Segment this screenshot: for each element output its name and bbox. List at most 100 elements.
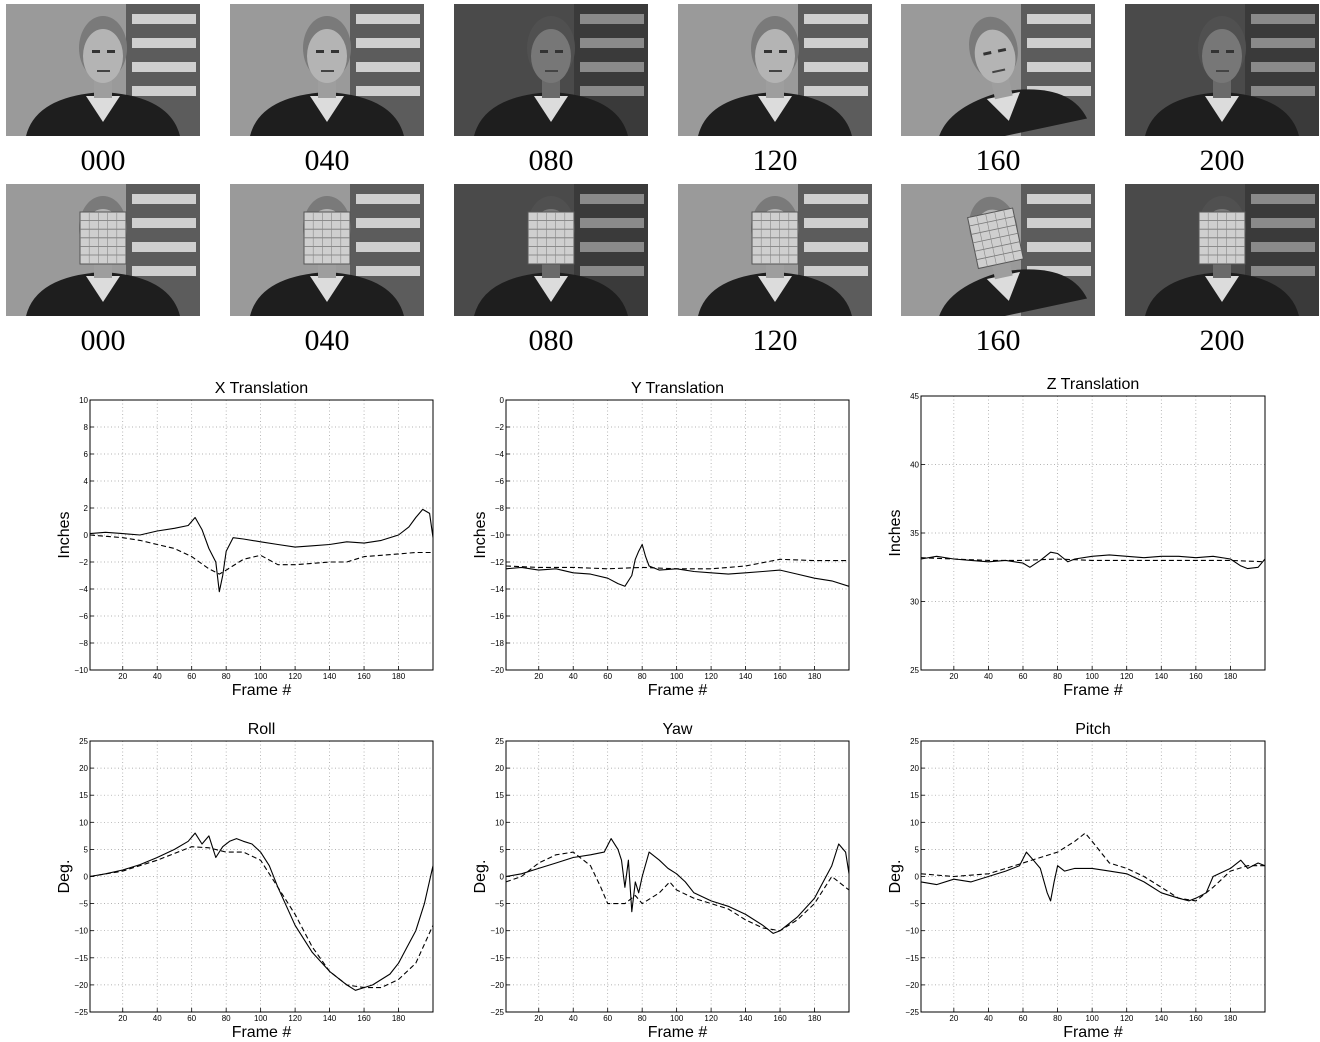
y-tick-label: −25 bbox=[490, 1008, 504, 1017]
series-line-solid bbox=[505, 838, 850, 934]
shelf-item bbox=[1027, 14, 1091, 24]
frame-number-label: 120 bbox=[752, 324, 798, 357]
frame-thumbnail-overlay bbox=[901, 184, 1095, 316]
y-tick-label: −10 bbox=[74, 927, 88, 936]
texture-grid-line bbox=[994, 211, 1006, 263]
shelf-item bbox=[1027, 38, 1091, 48]
shelf-item bbox=[1027, 266, 1091, 276]
y-tick-label: −20 bbox=[905, 981, 919, 990]
shelf-item bbox=[580, 218, 644, 228]
shelf-item bbox=[132, 266, 196, 276]
x-tick-label: 60 bbox=[1019, 1014, 1028, 1023]
x-tick-label: 20 bbox=[534, 1014, 543, 1023]
y-tick-label: 0 bbox=[84, 873, 89, 882]
x-tick-label: 120 bbox=[288, 1014, 302, 1023]
frame-thumbnail-overlay bbox=[454, 184, 648, 316]
x-tick-label: 140 bbox=[739, 1014, 753, 1023]
frame-thumbnail-overlay bbox=[678, 184, 872, 316]
shelf-item bbox=[580, 38, 644, 48]
shelf-item bbox=[1027, 242, 1091, 252]
person-face bbox=[1202, 29, 1242, 83]
person-neck bbox=[542, 78, 560, 98]
x-tick-label: 140 bbox=[1155, 1014, 1169, 1023]
shelf-item bbox=[1027, 86, 1091, 96]
y-tick-label: −8 bbox=[79, 639, 89, 648]
shelf-item bbox=[580, 194, 644, 204]
y-tick-label: −20 bbox=[74, 981, 88, 990]
shelf-item bbox=[804, 62, 868, 72]
person-collar bbox=[86, 96, 120, 122]
y-axis-label: Deg. bbox=[472, 860, 489, 894]
y-tick-label: 25 bbox=[495, 737, 504, 746]
x-tick-label: 160 bbox=[773, 672, 787, 681]
x-tick-label: 60 bbox=[603, 672, 612, 681]
x-tick-label: 160 bbox=[773, 1014, 787, 1023]
series-line-dashed bbox=[505, 851, 850, 932]
texture-grid-line bbox=[969, 216, 1015, 227]
x-tick-label: 60 bbox=[1019, 672, 1028, 681]
x-tick-label: 40 bbox=[569, 672, 578, 681]
x-tick-label: 180 bbox=[1224, 672, 1238, 681]
x-tick-label: 20 bbox=[118, 1014, 127, 1023]
person-collar bbox=[534, 276, 568, 302]
series-line-solid bbox=[89, 832, 434, 991]
person-eye bbox=[107, 50, 115, 53]
y-tick-label: 2 bbox=[84, 504, 89, 513]
y-tick-label: 35 bbox=[910, 529, 919, 538]
x-tick-label: 80 bbox=[1053, 672, 1062, 681]
shelf-item bbox=[132, 86, 196, 96]
y-tick-label: −4 bbox=[79, 585, 89, 594]
y-tick-label: −5 bbox=[910, 900, 920, 909]
plot-frame bbox=[505, 399, 850, 671]
person-collar bbox=[1205, 276, 1239, 302]
frame-thumbnail bbox=[230, 4, 424, 136]
y-tick-label: 6 bbox=[84, 450, 89, 459]
person-eye bbox=[316, 50, 324, 53]
x-axis-label: Frame # bbox=[648, 1024, 708, 1041]
person-mouth bbox=[321, 70, 334, 72]
shelf-item bbox=[580, 62, 644, 72]
y-tick-label: −2 bbox=[495, 423, 505, 432]
y-tick-label: 20 bbox=[910, 764, 919, 773]
shelf-item bbox=[804, 266, 868, 276]
frame-number-label: 160 bbox=[975, 324, 1021, 357]
x-tick-label: 140 bbox=[739, 672, 753, 681]
x-tick-label: 40 bbox=[569, 1014, 578, 1023]
shelf-item bbox=[132, 242, 196, 252]
shelf-item bbox=[1027, 62, 1091, 72]
chart-title: Roll bbox=[248, 721, 276, 738]
y-tick-label: −6 bbox=[79, 612, 89, 621]
y-tick-label: 10 bbox=[495, 818, 504, 827]
x-tick-label: 60 bbox=[603, 1014, 612, 1023]
x-tick-label: 120 bbox=[1120, 1014, 1134, 1023]
x-tick-label: 100 bbox=[670, 672, 684, 681]
texture-grid-line bbox=[976, 215, 988, 267]
shelf-item bbox=[356, 38, 420, 48]
frame-number-label: 040 bbox=[304, 324, 350, 357]
texture-grid-line bbox=[974, 241, 1020, 252]
y-tick-label: −15 bbox=[74, 954, 88, 963]
x-tick-label: 120 bbox=[288, 672, 302, 681]
shelf-item bbox=[356, 194, 420, 204]
y-tick-label: −10 bbox=[905, 927, 919, 936]
y-tick-label: 10 bbox=[79, 396, 88, 405]
y-tick-label: −4 bbox=[495, 450, 505, 459]
shelf-item bbox=[804, 218, 868, 228]
person-collar bbox=[758, 96, 792, 122]
shelf-item bbox=[132, 14, 196, 24]
x-tick-label: 80 bbox=[222, 672, 231, 681]
person-mouth bbox=[992, 68, 1006, 74]
y-tick-label: −10 bbox=[74, 666, 88, 675]
y-tick-label: 0 bbox=[500, 873, 505, 882]
frame-number-label: 160 bbox=[975, 144, 1021, 177]
shelf-item bbox=[132, 38, 196, 48]
person-collar bbox=[86, 276, 120, 302]
x-tick-label: 80 bbox=[638, 1014, 647, 1023]
y-tick-label: −15 bbox=[490, 954, 504, 963]
y-tick-label: −2 bbox=[79, 558, 89, 567]
shelf-item bbox=[1027, 218, 1091, 228]
person-eye bbox=[92, 50, 100, 53]
x-tick-label: 40 bbox=[984, 672, 993, 681]
x-tick-label: 20 bbox=[949, 672, 958, 681]
shelf-item bbox=[1251, 62, 1315, 72]
